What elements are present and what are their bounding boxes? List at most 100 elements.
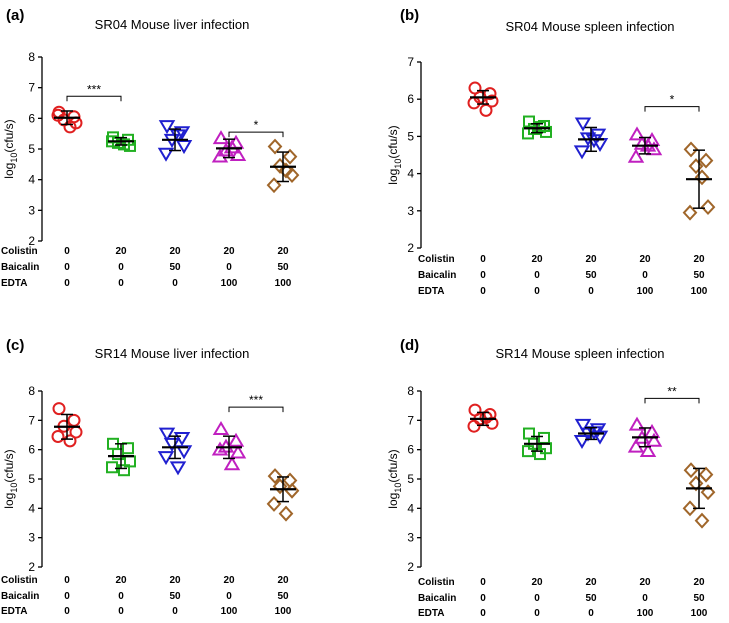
chart-panel: (a) SR04 Mouse liver infection 2 3 4 5 6 7 8 log1…	[1, 7, 300, 289]
data-point	[639, 442, 657, 458]
baicalin-dose: 0	[118, 262, 124, 273]
chart-title: SR04 Mouse spleen infection	[505, 19, 674, 34]
colistin-dose: 0	[480, 577, 486, 588]
y-tick-label: 7	[28, 81, 35, 95]
treatment-row-label: Colistin	[418, 577, 455, 588]
data-point	[267, 468, 283, 485]
y-axis-label: log10(cfu/s)	[386, 125, 403, 184]
treatment-row-label: EDTA	[1, 278, 27, 289]
significance-label: ***	[249, 393, 263, 407]
y-tick-label: 6	[28, 443, 35, 457]
edta-dose: 100	[221, 278, 238, 289]
data-point	[278, 162, 294, 179]
data-point	[282, 148, 298, 165]
colistin-dose: 20	[531, 254, 543, 265]
baicalin-dose: 0	[642, 270, 648, 281]
y-tick-label: 6	[407, 92, 414, 106]
edta-dose: 0	[172, 278, 178, 289]
y-tick-label: 6	[407, 443, 414, 457]
data-point	[272, 157, 288, 174]
edta-dose: 100	[637, 608, 654, 619]
y-tick-label: 4	[407, 167, 414, 181]
colistin-dose: 20	[169, 575, 181, 586]
data-point	[52, 402, 66, 416]
data-point	[122, 442, 134, 455]
data-point	[106, 461, 118, 474]
y-tick-label: 8	[28, 384, 35, 398]
data-point	[169, 461, 187, 476]
colistin-dose: 20	[585, 254, 597, 265]
y-tick-label: 3	[407, 204, 414, 218]
baicalin-dose: 50	[169, 262, 181, 273]
y-tick-label: 2	[407, 560, 414, 574]
data-point	[63, 120, 77, 134]
data-point	[574, 117, 592, 132]
edta-dose: 100	[637, 286, 654, 297]
colistin-dose: 20	[277, 246, 289, 257]
significance-bracket	[66, 95, 122, 102]
panel-label: (b)	[400, 7, 419, 24]
data-point	[227, 432, 245, 447]
colistin-dose: 20	[639, 577, 651, 588]
baicalin-dose: 0	[226, 262, 232, 273]
data-point	[63, 434, 77, 448]
baicalin-dose: 0	[64, 591, 70, 602]
data-point	[173, 126, 191, 141]
data-point	[682, 204, 698, 221]
data-point	[467, 419, 481, 433]
significance-label: ***	[87, 82, 101, 96]
y-tick-label: 3	[28, 203, 35, 217]
y-tick-label: 8	[28, 50, 35, 64]
data-point	[694, 169, 710, 186]
significance-bracket	[228, 131, 284, 138]
baicalin-dose: 50	[585, 593, 597, 604]
colistin-dose: 20	[531, 577, 543, 588]
colistin-dose: 20	[169, 246, 181, 257]
colistin-dose: 20	[277, 575, 289, 586]
edta-dose: 100	[691, 608, 708, 619]
data-point	[700, 199, 716, 216]
edta-dose: 0	[534, 286, 540, 297]
data-point	[211, 441, 229, 456]
y-tick-label: 3	[28, 531, 35, 545]
data-point	[266, 177, 282, 194]
y-tick-label: 7	[28, 413, 35, 427]
data-point	[51, 108, 65, 122]
data-point	[158, 120, 176, 135]
colistin-dose: 0	[64, 246, 70, 257]
colistin-dose: 0	[64, 575, 70, 586]
baicalin-dose: 50	[277, 262, 289, 273]
data-point	[212, 130, 230, 145]
treatment-row-label: Baicalin	[1, 591, 39, 602]
data-point	[272, 478, 288, 495]
edta-dose: 100	[275, 606, 292, 617]
baicalin-dose: 0	[64, 262, 70, 273]
y-tick-label: 2	[28, 234, 35, 248]
y-axis-label: log10(cfu/s)	[2, 119, 19, 178]
colistin-dose: 20	[693, 254, 705, 265]
treatment-row-label: Baicalin	[418, 593, 456, 604]
chart-panel: (b) SR04 Mouse spleen infection 2 3 4 5 6 7 log1…	[386, 7, 716, 297]
y-tick-label: 3	[407, 531, 414, 545]
y-axis-label: log10(cfu/s)	[386, 449, 403, 508]
y-tick-label: 7	[407, 55, 414, 69]
panel-label: (a)	[6, 7, 24, 24]
edta-dose: 0	[118, 606, 124, 617]
data-point	[682, 500, 698, 517]
data-point	[574, 418, 592, 433]
data-point	[627, 148, 645, 163]
data-point	[211, 148, 229, 163]
baicalin-dose: 0	[480, 270, 486, 281]
edta-dose: 0	[64, 278, 70, 289]
baicalin-dose: 50	[277, 591, 289, 602]
data-point	[229, 146, 247, 162]
colistin-dose: 20	[693, 577, 705, 588]
edta-dose: 100	[221, 606, 238, 617]
data-point	[628, 126, 646, 141]
data-point	[112, 448, 124, 461]
y-tick-label: 2	[407, 241, 414, 255]
data-point	[573, 434, 591, 450]
significance-label: *	[254, 118, 259, 132]
baicalin-dose: 0	[480, 593, 486, 604]
